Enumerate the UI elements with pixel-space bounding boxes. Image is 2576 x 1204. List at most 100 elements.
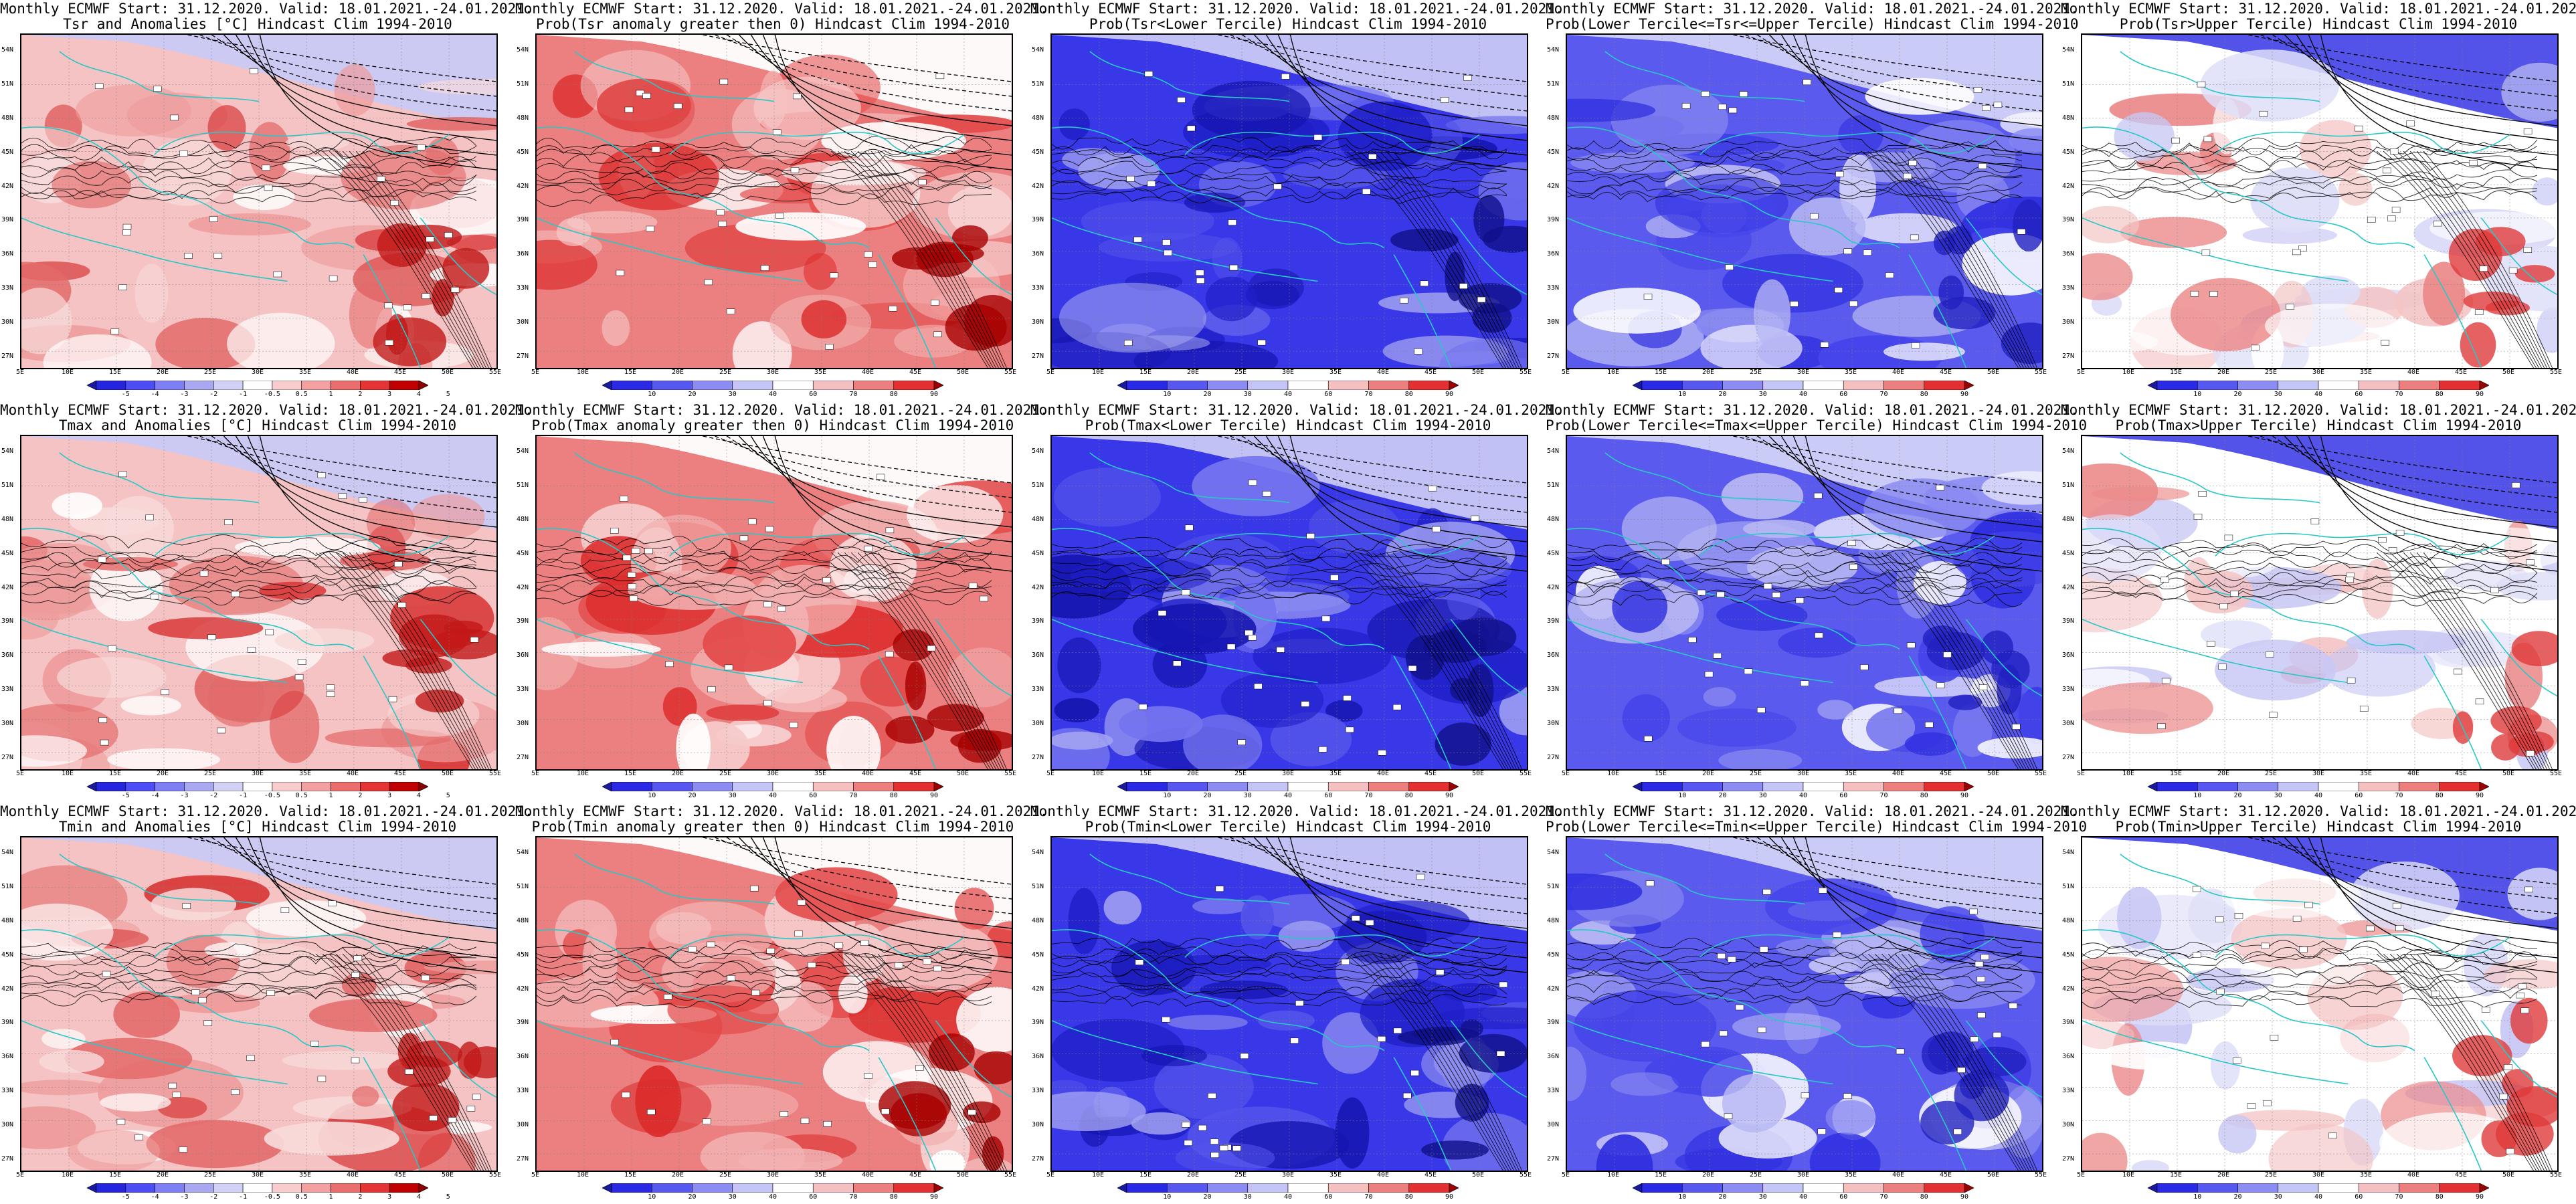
coastline (935, 217, 1012, 296)
orography-contour (362, 954, 492, 1171)
latitude-label: 36N (517, 250, 529, 258)
field-blob (821, 122, 966, 161)
orography-contour (2423, 151, 2553, 368)
longitude-label: 35E (298, 1171, 312, 1179)
temperature-contour (211, 837, 496, 914)
orography-contour (21, 185, 477, 199)
orography-contour (877, 954, 1007, 1171)
field-blob (2294, 485, 2357, 516)
contour-value-box (110, 328, 120, 334)
contour-value-box (213, 252, 223, 259)
colorbar-swatch (360, 380, 390, 391)
colorbar (2147, 781, 2490, 792)
colorbar-swatch (1843, 380, 1884, 391)
colorbar-swatch (2278, 1183, 2319, 1193)
contour-value-box (444, 232, 453, 238)
contour-value-box (968, 583, 978, 589)
orography-contour (1359, 552, 1509, 769)
orography-contour (2082, 544, 2538, 558)
colorbar-label: -4 (151, 391, 159, 398)
orography-contour (537, 178, 992, 193)
orography-contour (1052, 972, 1507, 987)
contour-value-box (864, 545, 873, 552)
latitude-label: 51N (1032, 80, 1044, 88)
field-core (2514, 265, 2555, 283)
contour-value-box (1229, 264, 1238, 271)
longitude-label: 35E (1844, 770, 1857, 777)
contour-value-box (1833, 932, 1841, 938)
field-blob (1743, 519, 1816, 538)
temperature-contour (247, 436, 496, 557)
colorbar-swatch (155, 380, 185, 391)
colorbar-label: 60 (1324, 792, 1333, 799)
field-blob (1335, 1097, 1370, 1169)
orography-contour (537, 545, 992, 560)
field-blob (1499, 687, 1527, 736)
coastline (2082, 126, 2415, 249)
colorbar-label: 90 (1960, 391, 1969, 398)
latitude-label: 45N (1032, 549, 1044, 557)
longitude-label: 25E (719, 1171, 732, 1179)
latitude-label: 33N (1547, 284, 1560, 292)
longitude-label: 30E (1281, 770, 1295, 777)
field-core (893, 629, 934, 662)
contour-value-box (1725, 264, 1734, 270)
coastline (154, 131, 450, 155)
coastline (1393, 1057, 1452, 1171)
longitude-label: 40E (2407, 369, 2420, 376)
field-blob (2100, 1041, 2207, 1070)
longitude-label: 30E (251, 369, 264, 376)
orography-contour (2082, 137, 2538, 153)
latitude-label: 45N (1547, 549, 1560, 557)
field-core (1981, 630, 2013, 665)
field-blob (765, 686, 848, 712)
colorbar-over-arrow (418, 1183, 429, 1193)
colorbar-over-arrow (1449, 1183, 1459, 1193)
latitude-label: 54N (1, 447, 14, 455)
contour-value-box (388, 696, 397, 702)
colorbar-under-arrow (86, 380, 97, 391)
colorbar-swatch (1287, 781, 1329, 792)
contour-value-box (868, 262, 877, 268)
orography-contour (2082, 987, 2538, 1001)
longitude-label: 15E (1139, 1171, 1152, 1179)
longitude-label: 55E (2549, 770, 2563, 777)
orography-contour (537, 968, 992, 983)
colorbar-swatch (1722, 781, 1764, 792)
longitude-label: 10E (61, 1171, 74, 1179)
orography-contour (1567, 153, 2023, 169)
field-core (1921, 1034, 1959, 1075)
coastline (1908, 254, 1967, 368)
field-blob (1253, 627, 1392, 684)
contour-value-box (1953, 1128, 1962, 1135)
colorbar-label: 90 (2475, 1193, 2484, 1201)
contour-value-box (1936, 682, 1945, 688)
field-core (974, 1051, 1012, 1085)
longitude-label: 55E (1004, 770, 1017, 777)
latitude-label: 48N (517, 916, 529, 924)
latitude-label: 54N (2062, 849, 2075, 856)
contour-value-box (1248, 480, 1257, 486)
orography-contour (537, 148, 992, 164)
longitude-label: 15E (108, 369, 122, 376)
longitude-label: 45E (909, 770, 922, 777)
longitude-label: 25E (1749, 369, 1762, 376)
orography-contour (537, 961, 992, 977)
colorbar-label: 90 (1960, 792, 1969, 799)
longitude-label: 10E (1606, 770, 1620, 777)
orography-contour (1567, 990, 2023, 1007)
orography-contour (1052, 178, 1507, 192)
longitude-label: 5E (1046, 369, 1055, 376)
temperature-contour (1757, 436, 2042, 513)
field-core (927, 704, 984, 732)
contour-value-box (1911, 342, 1920, 348)
contour-value-box (94, 83, 104, 89)
orography-contour (2416, 150, 2550, 368)
temperature-contour (750, 35, 1012, 141)
orography-contour (850, 953, 996, 1171)
coastline (2480, 217, 2557, 296)
field-blob (1062, 148, 1121, 172)
panel-title-line1: Monthly ECMWF Start: 31.12.2020. Valid: … (2061, 1, 2576, 17)
contour-value-box (2389, 148, 2399, 155)
longitude-label: 35E (298, 770, 312, 777)
